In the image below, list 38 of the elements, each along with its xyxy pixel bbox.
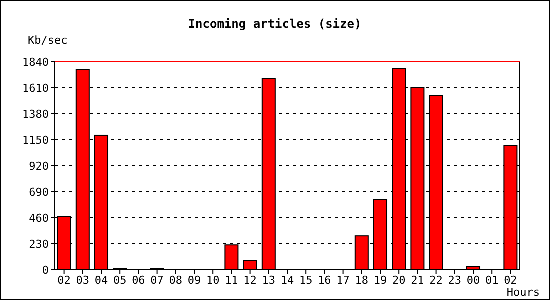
x-tick-label: 04	[94, 274, 108, 287]
x-tick-label: 11	[225, 274, 238, 287]
x-tick-label: 15	[299, 274, 313, 287]
x-tick-label: 14	[280, 274, 294, 287]
x-tick-label: 02	[504, 274, 518, 287]
x-tick-label: 21	[411, 274, 424, 287]
y-tick-label: 920	[29, 160, 49, 173]
y-tick-label: 1840	[22, 56, 49, 69]
y-tick-label: 1380	[22, 108, 49, 121]
x-tick-label: 00	[466, 274, 480, 287]
x-tick-label: 19	[374, 274, 388, 287]
y-tick-label: 1150	[22, 134, 49, 147]
x-tick-label: 10	[206, 274, 220, 287]
x-tick-label: 16	[318, 274, 332, 287]
x-tick-label: 03	[76, 274, 90, 287]
x-tick-label: 17	[336, 274, 350, 287]
chart-title: Incoming articles (size)	[188, 17, 362, 31]
y-axis-title: Kb/sec	[28, 34, 68, 47]
x-tick-label: 18	[355, 274, 369, 287]
y-tick-label: 1610	[22, 82, 49, 95]
y-tick-label: 690	[29, 186, 49, 199]
x-tick-label: 05	[113, 274, 127, 287]
y-tick-label: 460	[29, 212, 49, 225]
x-tick-label: 07	[150, 274, 164, 287]
x-axis-title: Hours	[506, 286, 540, 299]
x-tick-label: 12	[244, 274, 257, 287]
x-tick-label: 01	[485, 274, 499, 287]
x-tick-label: 22	[430, 274, 443, 287]
x-tick-label: 02	[58, 274, 71, 287]
y-tick-label: 230	[29, 238, 49, 251]
x-tick-label: 13	[262, 274, 276, 287]
x-tick-label: 06	[132, 274, 146, 287]
x-tick-label: 23	[448, 274, 462, 287]
y-tick-label: 0	[42, 264, 49, 277]
x-tick-label: 20	[392, 274, 406, 287]
bar	[243, 260, 258, 270]
x-tick-label: 08	[169, 274, 183, 287]
x-tick-label: 09	[188, 274, 202, 287]
